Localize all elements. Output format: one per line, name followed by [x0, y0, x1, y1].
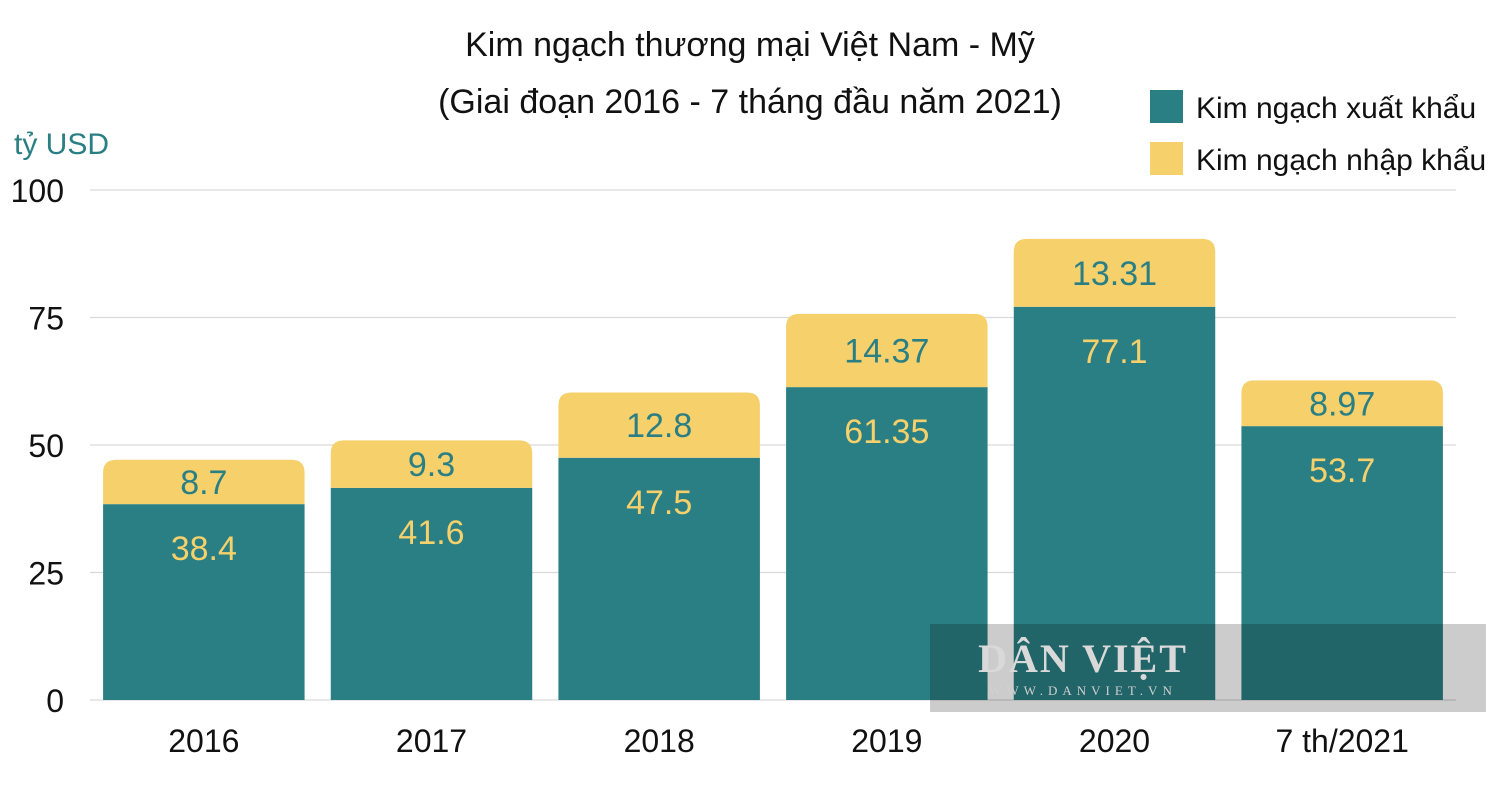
data-label-import-0: 8.7	[180, 464, 227, 502]
data-label-import-2: 12.8	[626, 407, 692, 445]
y-tick-label: 75	[28, 301, 64, 337]
data-labels: 8.7 38.4 9.3 41.6 12.8 47.5 14.37 61.35 13.31 77.…	[171, 255, 1376, 568]
data-label-import-3: 14.37	[844, 332, 929, 370]
y-tick-label: 25	[28, 556, 64, 592]
data-label-export-0: 38.4	[171, 530, 237, 568]
bar-import-0	[103, 459, 305, 505]
bar-import-3	[786, 313, 988, 388]
data-label-export-3: 61.35	[844, 413, 929, 451]
bar-export-5	[1241, 426, 1443, 700]
watermark-box	[930, 624, 1486, 712]
bar-import-4	[1013, 238, 1216, 307]
bar-import-5	[1241, 380, 1443, 427]
grid-lines	[90, 189, 1456, 701]
bar-import-2	[558, 392, 760, 458]
chart-subtitle: (Giai đoạn 2016 - 7 tháng đầu năm 2021)	[438, 83, 1062, 121]
x-tick-label: 2020	[1079, 723, 1150, 759]
y-tick-label: 50	[28, 428, 64, 464]
bar-export-2	[558, 457, 760, 700]
bar-export-4	[1013, 306, 1216, 700]
x-tick-label: 2016	[168, 723, 239, 759]
x-axis-ticks: 2016 2017 2018 2019 2020 7 th/2021	[168, 723, 1409, 759]
legend-swatch-1	[1150, 142, 1183, 175]
data-label-import-5: 8.97	[1309, 385, 1375, 423]
data-label-import-4: 13.31	[1072, 255, 1157, 293]
y-axis-ticks: 0 25 50 75 100	[11, 173, 64, 719]
watermark: DÂN VIỆT WWW.DANVIET.VN	[930, 624, 1486, 712]
x-tick-label: 2019	[851, 723, 922, 759]
x-tick-label: 2018	[624, 723, 695, 759]
watermark-title: DÂN VIỆT	[978, 636, 1188, 681]
legend-label-0: Kim ngạch xuất khẩu	[1196, 92, 1476, 125]
legend-label-1: Kim ngạch nhập khẩu	[1196, 144, 1486, 177]
x-tick-label: 7 th/2021	[1275, 723, 1408, 759]
data-label-import-1: 9.3	[408, 446, 455, 484]
y-axis-unit-label: tỷ USD	[14, 128, 109, 161]
data-label-export-2: 47.5	[626, 484, 692, 522]
legend-swatch-0	[1150, 90, 1183, 123]
data-label-export-4: 77.1	[1081, 333, 1147, 371]
x-tick-label: 2017	[396, 723, 467, 759]
chart-title: Kim ngạch thương mại Việt Nam - Mỹ	[465, 26, 1035, 64]
y-tick-label: 0	[46, 683, 64, 719]
legend: Kim ngạch xuất khẩu Kim ngạch nhập khẩu	[1150, 90, 1486, 177]
data-label-export-5: 53.7	[1309, 452, 1375, 490]
bar-export-3	[786, 387, 988, 700]
bars	[103, 238, 1443, 700]
bar-import-1	[330, 440, 533, 488]
bar-export-1	[330, 487, 533, 700]
watermark-subtitle: WWW.DANVIET.VN	[989, 683, 1177, 698]
data-label-export-1: 41.6	[398, 514, 464, 552]
y-tick-label: 100	[11, 173, 64, 209]
bar-export-0	[103, 504, 305, 700]
